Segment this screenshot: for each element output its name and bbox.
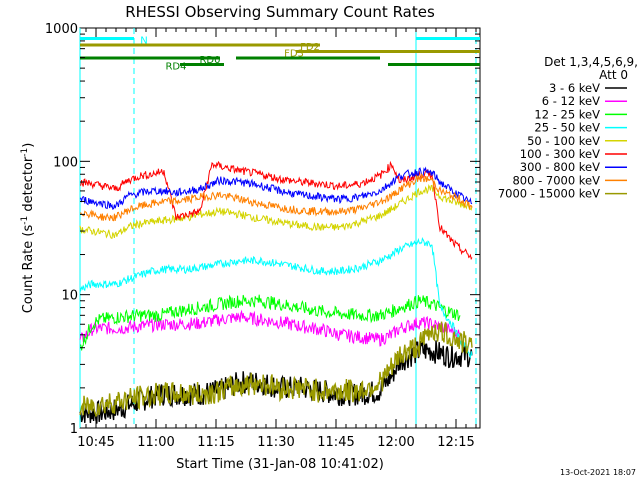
legend-entry-label: 6 - 12 keV xyxy=(542,94,600,108)
state-label-fd3: FD3 xyxy=(284,49,304,60)
series-line-1 xyxy=(79,309,461,347)
y-tick-label: 1000 xyxy=(45,22,78,37)
series-line-5 xyxy=(79,160,473,261)
x-tick-label: 11:30 xyxy=(257,435,294,450)
state-label-fd2: FD2 xyxy=(300,42,320,53)
x-tick-label: 11:15 xyxy=(197,435,234,450)
y-axis-label-sup2: -1 xyxy=(20,148,30,157)
series-line-2 xyxy=(80,294,461,351)
legend-entry-label: 800 - 7000 keV xyxy=(512,173,600,187)
state-label-n: N xyxy=(140,36,147,47)
legend-entry-label: 12 - 25 keV xyxy=(534,107,600,121)
legend-header-line2: Att 0 xyxy=(599,68,628,82)
chart-title: RHESSI Observing Summary Count Rates xyxy=(125,3,435,21)
y-axis-label: Count Rate (s-1 detector-1) xyxy=(20,143,36,314)
series-line-7 xyxy=(79,173,473,222)
x-tick-label: 12:00 xyxy=(377,435,414,450)
y-tick-label: 1 xyxy=(70,422,78,437)
y-axis-label-sup1: -1 xyxy=(20,216,30,225)
series-line-6 xyxy=(79,166,473,210)
y-axis: 1 10 100 1000 xyxy=(45,22,480,437)
legend-entry-label: 300 - 800 keV xyxy=(520,160,600,174)
legend-entry-label: 3 - 6 keV xyxy=(549,81,600,95)
vertical-markers xyxy=(79,28,477,428)
legend-entry-label: 7000 - 15000 keV xyxy=(498,187,600,201)
legend-entry-label: 50 - 100 keV xyxy=(527,134,600,148)
x-tick-label: 12:15 xyxy=(437,435,474,450)
state-label-rd4: RD4 xyxy=(165,62,186,73)
y-tick-label: 10 xyxy=(61,289,78,304)
state-label-rd0: RD0 xyxy=(199,55,220,66)
legend-entry-label: 100 - 300 keV xyxy=(520,147,600,161)
x-axis: 10:45 11:00 11:15 11:30 11:45 12:00 12:15 xyxy=(77,28,477,450)
footer-date: 13-Oct-2021 18:07 xyxy=(560,468,636,477)
x-tick-label: 11:00 xyxy=(137,435,174,450)
x-tick-label: 10:45 xyxy=(77,435,114,450)
legend-header-line1: Det 1,3,4,5,6,9, xyxy=(544,55,638,69)
y-axis-label-main: Count Rate (s xyxy=(21,225,36,314)
y-tick-label: 100 xyxy=(53,155,78,170)
y-axis-label-end: ) xyxy=(21,143,36,148)
series-line-8 xyxy=(79,321,473,418)
plot-frame xyxy=(79,27,481,429)
series-line-4 xyxy=(79,184,473,239)
legend-entry-label: 25 - 50 keV xyxy=(534,121,600,135)
x-axis-label: Start Time (31-Jan-08 10:41:02) xyxy=(176,457,384,472)
y-axis-label-mid: detector xyxy=(21,156,36,216)
series-lines xyxy=(79,160,473,424)
series-line-3 xyxy=(79,237,473,359)
x-tick-label: 11:45 xyxy=(317,435,354,450)
